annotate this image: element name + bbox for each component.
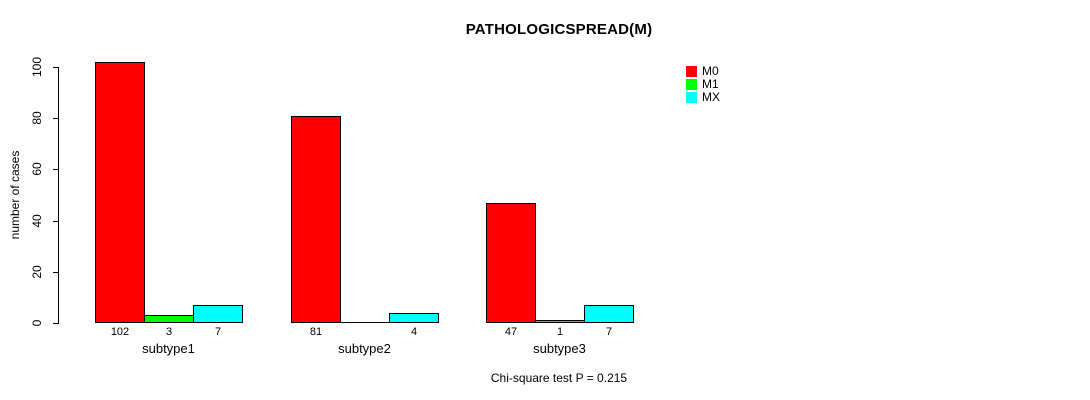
chi-square-annotation: Chi-square test P = 0.215 bbox=[490, 371, 628, 385]
category-label-subtype2: subtype2 bbox=[338, 341, 391, 356]
y-axis-tick bbox=[53, 67, 58, 68]
legend-swatch-m0 bbox=[686, 66, 697, 77]
legend-label-m0: M0 bbox=[702, 64, 719, 78]
bar-value-label: 4 bbox=[410, 326, 418, 338]
legend-row-mx: MX bbox=[686, 91, 720, 104]
legend-swatch-m1 bbox=[686, 79, 697, 90]
y-axis-tick-label: 100 bbox=[30, 56, 44, 78]
legend: M0 M1 MX bbox=[686, 65, 720, 104]
y-axis-tick bbox=[53, 169, 58, 170]
y-axis-tick-label: 80 bbox=[30, 111, 44, 125]
y-axis-tick-label: 20 bbox=[30, 265, 44, 279]
bar-m1-subtype2-zero bbox=[340, 322, 390, 323]
legend-swatch-mx bbox=[686, 92, 697, 103]
y-axis-tick-label: 60 bbox=[30, 162, 44, 176]
y-axis-tick-label: 0 bbox=[30, 319, 44, 327]
category-label-subtype1: subtype1 bbox=[142, 341, 195, 356]
bar-value-label: 81 bbox=[309, 326, 323, 338]
bar-m0-subtype1 bbox=[95, 62, 145, 323]
bar-value-label: 102 bbox=[110, 326, 130, 338]
bar-value-label: 3 bbox=[165, 326, 173, 338]
bar-m0-subtype2 bbox=[291, 116, 341, 323]
y-axis-tick-label: 40 bbox=[30, 214, 44, 228]
y-axis-tick bbox=[53, 272, 58, 273]
legend-row-m1: M1 bbox=[686, 78, 720, 91]
y-axis-line bbox=[58, 67, 59, 324]
bar-mx-subtype3 bbox=[584, 305, 634, 323]
bar-value-label: 1 bbox=[556, 326, 564, 338]
legend-label-m1: M1 bbox=[702, 77, 719, 91]
bar-m1-subtype1 bbox=[144, 315, 194, 323]
chart-title: PATHOLOGICSPREAD(M) bbox=[465, 21, 653, 38]
bar-mx-subtype1 bbox=[193, 305, 243, 323]
bar-value-label: 7 bbox=[214, 326, 222, 338]
category-label-subtype3: subtype3 bbox=[533, 341, 586, 356]
bar-value-label: 47 bbox=[504, 326, 518, 338]
bar-m0-subtype3 bbox=[486, 203, 536, 323]
legend-label-mx: MX bbox=[702, 90, 720, 104]
y-axis-tick bbox=[53, 323, 58, 324]
y-axis-tick bbox=[53, 118, 58, 119]
y-axis-label: number of cases bbox=[8, 150, 22, 240]
bar-m1-subtype3 bbox=[535, 320, 585, 323]
bar-value-label: 7 bbox=[605, 326, 613, 338]
legend-row-m0: M0 bbox=[686, 65, 720, 78]
bar-mx-subtype2 bbox=[389, 313, 439, 323]
y-axis-tick bbox=[53, 221, 58, 222]
